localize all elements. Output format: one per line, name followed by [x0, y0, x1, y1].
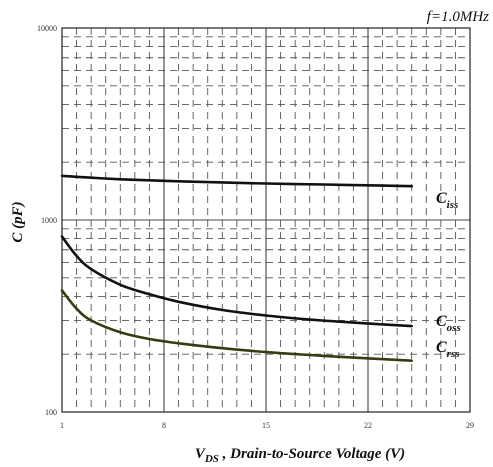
series-line-rss	[60, 289, 413, 362]
major-grid	[62, 28, 470, 412]
x-tick-label: 8	[162, 421, 166, 430]
x-tick-label: 22	[364, 421, 372, 430]
frequency-annotation: f=1.0MHz	[427, 9, 489, 25]
x-axis-title-main: V	[195, 446, 207, 462]
y-tick-labels: 100 1000 10000	[37, 24, 57, 417]
x-axis-title-sub: DS	[204, 453, 219, 465]
series-line-iss	[60, 174, 413, 188]
y-tick-label: 10000	[37, 24, 57, 33]
x-tick-label: 29	[466, 421, 474, 430]
plot-frame	[61, 27, 471, 413]
y-axis-title: C (pF)	[10, 201, 26, 242]
series-label-coss: Coss	[436, 313, 461, 334]
x-axis-title-rest: , Drain-to-Source Voltage (V)	[219, 446, 405, 462]
series-lines	[60, 174, 413, 362]
x-tick-label: 15	[262, 421, 270, 430]
x-axis-title: VDS , Drain-to-Source Voltage (V)	[195, 446, 405, 465]
series-labels: Ciss Coss Crss	[436, 190, 461, 360]
x-tick-labels: 1 8 15 22 29	[60, 421, 474, 430]
x-tick-label: 1	[60, 421, 64, 430]
series-line-oss	[60, 235, 413, 328]
series-label-crss: Crss	[436, 339, 460, 360]
y-tick-label: 100	[45, 408, 57, 417]
y-tick-label: 1000	[41, 216, 57, 225]
series-label-ciss: Ciss	[436, 190, 458, 211]
